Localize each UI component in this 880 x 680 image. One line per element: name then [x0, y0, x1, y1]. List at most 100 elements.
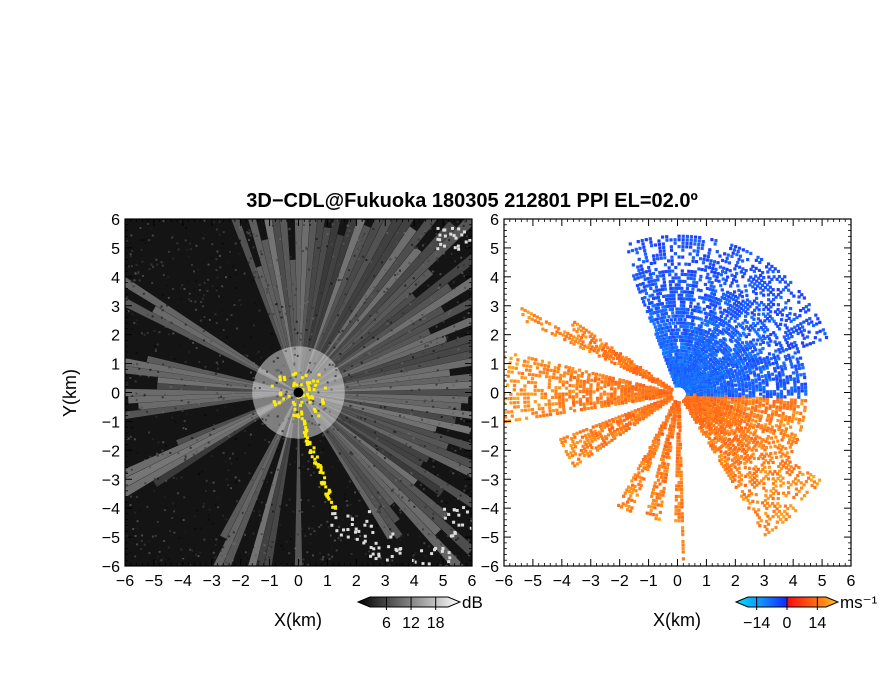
- intensity-speckle: [279, 505, 282, 508]
- intensity-speckle: [313, 530, 316, 533]
- velocity-pixel: [609, 394, 614, 398]
- velocity-pixel: [720, 295, 724, 300]
- velocity-pixel: [557, 327, 561, 331]
- velocity-pixel: [581, 429, 586, 433]
- intensity-speckle: [386, 287, 389, 290]
- intensity-speckle: [374, 502, 377, 505]
- intensity-speckle: [443, 509, 446, 512]
- intensity-clutter: [374, 557, 378, 561]
- intensity-speckle: [464, 522, 467, 525]
- velocity-pixel: [613, 353, 618, 357]
- intensity-speckle: [353, 254, 356, 257]
- intensity-speckle: [193, 451, 196, 454]
- intensity-speckle: [244, 551, 247, 554]
- velocity-pixel: [755, 388, 759, 392]
- velocity-pixel: [705, 305, 710, 309]
- intensity-speckle: [396, 272, 399, 275]
- intensity-speckle: [454, 449, 457, 452]
- velocity-pixel: [659, 345, 663, 349]
- colorbar-tick-label: 6: [382, 615, 391, 632]
- intensity-speckle: [215, 269, 218, 272]
- velocity-pixel: [713, 311, 717, 315]
- intensity-speckle: [271, 484, 274, 487]
- intensity-speckle: [358, 456, 361, 459]
- intensity-speckle: [439, 273, 442, 276]
- intensity-speckle: [429, 341, 432, 344]
- velocity-pixel: [666, 346, 670, 351]
- intensity-speckle: [420, 340, 423, 343]
- velocity-pixel: [581, 346, 586, 351]
- intensity-speckle: [428, 391, 431, 394]
- velocity-pixel: [753, 353, 757, 358]
- velocity-pixel: [755, 367, 759, 371]
- velocity-pixel: [745, 353, 749, 357]
- velocity-pixel: [765, 392, 770, 396]
- velocity-pixel: [593, 334, 597, 338]
- intensity-speckle: [219, 537, 222, 540]
- intensity-map: [125, 219, 478, 570]
- velocity-pixel: [684, 339, 688, 343]
- intensity-clutter: [385, 558, 389, 562]
- velocity-pixel: [677, 283, 681, 287]
- velocity-pixel: [589, 397, 593, 401]
- velocity-pixel: [668, 283, 673, 287]
- intensity-speckle: [383, 406, 386, 409]
- intensity-speckle: [130, 265, 133, 268]
- velocity-pixel: [761, 328, 765, 332]
- velocity-pixel: [599, 386, 603, 390]
- intensity-speckle: [305, 328, 308, 331]
- velocity-pixel: [614, 380, 618, 385]
- velocity-pixel: [607, 379, 611, 383]
- intensity-speckle: [450, 498, 453, 501]
- velocity-pixel: [516, 392, 520, 396]
- velocity-pixel: [499, 388, 502, 391]
- velocity-pixel: [718, 329, 722, 334]
- intensity-speckle: [436, 473, 439, 476]
- intensity-speckle: [302, 465, 305, 468]
- intensity-speckle: [166, 304, 169, 307]
- intensity-clutter: [469, 526, 472, 530]
- intensity-speckle: [151, 282, 154, 285]
- velocity-pixel: [649, 276, 653, 280]
- velocity-pixel: [762, 385, 766, 390]
- velocity-pixel: [688, 322, 692, 326]
- intensity-speckle: [199, 300, 202, 303]
- velocity-pixel: [661, 316, 665, 320]
- intensity-speckle: [324, 501, 327, 504]
- intensity-speckle: [470, 290, 472, 293]
- intensity-clutter: [447, 512, 451, 516]
- velocity-pixel: [662, 280, 666, 284]
- intensity-speckle: [272, 510, 275, 513]
- velocity-pixel: [634, 387, 638, 392]
- velocity-pixel: [658, 342, 662, 346]
- intensity-speckle: [200, 527, 203, 530]
- intensity-clutter: [419, 567, 422, 570]
- intensity-speckle: [446, 246, 449, 249]
- velocity-pixel: [638, 282, 642, 287]
- intensity-speckle: [359, 402, 362, 405]
- intensity-clutter: [475, 508, 478, 511]
- intensity-saturated: [307, 385, 311, 389]
- intensity-speckle: [149, 368, 152, 371]
- velocity-pixel: [800, 386, 804, 390]
- velocity-pixel: [530, 380, 534, 385]
- velocity-pixel: [747, 377, 751, 381]
- velocity-pixel: [644, 270, 648, 274]
- intensity-speckle: [398, 414, 401, 417]
- velocity-pixel: [613, 394, 617, 398]
- velocity-pixel: [763, 330, 767, 334]
- velocity-pixel: [711, 366, 716, 370]
- velocity-pixel: [751, 359, 756, 363]
- velocity-pixel: [622, 366, 626, 370]
- velocity-pixel: [713, 289, 718, 293]
- velocity-pixel: [591, 425, 595, 429]
- velocity-pixel: [778, 373, 782, 378]
- intensity-speckle: [387, 523, 390, 526]
- intensity-speckle: [345, 416, 348, 419]
- velocity-pixel: [701, 261, 706, 265]
- velocity-pixel: [643, 277, 647, 281]
- intensity-clutter: [455, 509, 459, 513]
- velocity-pixel: [619, 364, 623, 369]
- velocity-pixel: [550, 331, 554, 336]
- velocity-pixel: [655, 317, 659, 321]
